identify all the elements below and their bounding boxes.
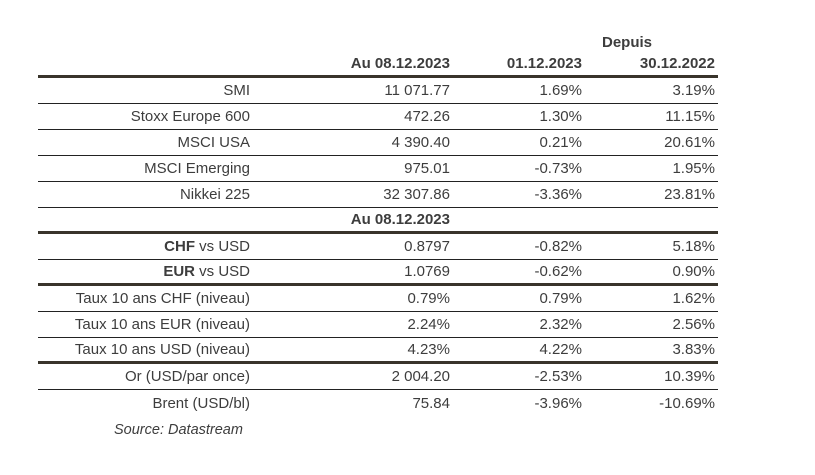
- row-value: 4.23%: [407, 341, 450, 358]
- row-value: 2 004.20: [391, 368, 450, 385]
- row-value: 11.15%: [665, 108, 715, 125]
- row-value: 4 390.40: [391, 134, 450, 151]
- table-row: Taux 10 ans CHF (niveau) 0.79% 0.79% 1.6…: [38, 286, 718, 312]
- row-label: Nikkei 225: [179, 186, 250, 203]
- row-label-cell: Taux 10 ans EUR (niveau): [38, 316, 260, 333]
- table-row: Or (USD/par once) 2 004.20 -2.53% 10.39%: [38, 364, 718, 390]
- row-value: 0.79%: [539, 290, 582, 307]
- row-label-bold: EUR: [163, 263, 195, 280]
- table-row: Taux 10 ans USD (niveau) 4.23% 4.22% 3.8…: [38, 338, 718, 364]
- column-header-au-date: Au 08.12.2023: [350, 55, 450, 72]
- row-label-cell: MSCI Emerging: [38, 160, 260, 177]
- row-value: 10.39%: [664, 368, 715, 385]
- row-value: 23.81%: [664, 186, 715, 203]
- row-value: 4.22%: [539, 341, 582, 358]
- row-value: 0.90%: [672, 263, 715, 280]
- row-label: Or (USD/par once): [124, 368, 250, 385]
- row-value: 1.30%: [539, 108, 582, 125]
- row-value: -3.36%: [534, 186, 582, 203]
- subheader-label: Au 08.12.2023: [350, 211, 450, 228]
- row-value: 0.8797: [404, 238, 450, 255]
- table-row: Nikkei 225 32 307.86 -3.36% 23.81%: [38, 182, 718, 208]
- row-label: Brent (USD/bl): [152, 394, 250, 412]
- row-label-cell: SMI: [38, 82, 260, 99]
- row-label: SMI: [223, 82, 250, 99]
- row-label: Taux 10 ans USD (niveau): [74, 341, 250, 358]
- row-label-cell: Taux 10 ans USD (niveau): [38, 341, 260, 358]
- row-value: -2.53%: [534, 368, 582, 385]
- row-value: 1.69%: [539, 82, 582, 99]
- row-label: Taux 10 ans EUR (niveau): [74, 316, 250, 333]
- table-row: Taux 10 ans EUR (niveau) 2.24% 2.32% 2.5…: [38, 312, 718, 338]
- table-subheader-row: Au 08.12.2023: [38, 208, 718, 234]
- row-value: 0.79%: [407, 290, 450, 307]
- table-row: Brent (USD/bl) 75.84 -3.96% -10.69%: [38, 390, 718, 416]
- row-value: 3.19%: [672, 82, 715, 99]
- row-value: 2.56%: [672, 316, 715, 333]
- row-value: 75.84: [412, 394, 450, 412]
- table-row: SMI 11 071.77 1.69% 3.19%: [38, 78, 718, 104]
- row-value: 20.61%: [664, 134, 715, 151]
- row-label-cell: Nikkei 225: [38, 186, 260, 203]
- row-label: Taux 10 ans CHF (niveau): [75, 290, 250, 307]
- table-body: SMI 11 071.77 1.69% 3.19% Stoxx Europe 6…: [38, 78, 718, 416]
- market-data-table: Depuis Au 08.12.2023 01.12.2023 30.12.20…: [38, 30, 718, 438]
- row-label: vs USD: [194, 263, 250, 280]
- row-value: 472.26: [404, 108, 450, 125]
- table-row: MSCI USA 4 390.40 0.21% 20.61%: [38, 130, 718, 156]
- row-value: -10.69%: [659, 394, 715, 412]
- row-label-cell: Brent (USD/bl): [38, 395, 260, 412]
- table-row: CHF vs USD 0.8797 -0.82% 5.18%: [38, 234, 718, 260]
- row-label-bold: CHF: [164, 238, 195, 255]
- column-header-since-1: 01.12.2023: [506, 55, 582, 72]
- row-value: 975.01: [404, 160, 450, 177]
- row-value: -3.96%: [534, 394, 582, 412]
- source-note: Source: Datastream: [114, 422, 243, 438]
- column-header-since-2: 30.12.2022: [639, 55, 715, 72]
- row-value: 2.32%: [539, 316, 582, 333]
- row-value: 5.18%: [672, 238, 715, 255]
- row-value: 3.83%: [672, 341, 715, 358]
- row-value: 2.24%: [407, 316, 450, 333]
- row-label-cell: Taux 10 ans CHF (niveau): [38, 290, 260, 307]
- table-row: MSCI Emerging 975.01 -0.73% 1.95%: [38, 156, 718, 182]
- row-value: -0.62%: [534, 263, 582, 280]
- depuis-group-label: Depuis: [601, 34, 652, 51]
- table-row: EUR vs USD 1.0769 -0.62% 0.90%: [38, 260, 718, 286]
- row-label: vs USD: [194, 238, 250, 255]
- row-label: MSCI USA: [177, 134, 250, 151]
- row-value: 0.21%: [539, 134, 582, 151]
- row-value: -0.73%: [534, 160, 582, 177]
- row-value: 32 307.86: [383, 186, 450, 203]
- row-label-cell: Stoxx Europe 600: [38, 108, 260, 125]
- row-value: 11 071.77: [384, 82, 450, 99]
- row-label: MSCI Emerging: [144, 160, 250, 177]
- row-label-cell: CHF vs USD: [38, 238, 260, 255]
- row-label-cell: Or (USD/par once): [38, 368, 260, 385]
- row-value: -0.82%: [534, 238, 582, 255]
- row-label-cell: EUR vs USD: [38, 263, 260, 280]
- row-value: 1.0769: [404, 263, 450, 280]
- row-label-cell: MSCI USA: [38, 134, 260, 151]
- depuis-group-header-row: Depuis: [38, 30, 718, 52]
- row-value: 1.62%: [672, 290, 715, 307]
- table-row: Stoxx Europe 600 472.26 1.30% 11.15%: [38, 104, 718, 130]
- column-header-row: Au 08.12.2023 01.12.2023 30.12.2022: [38, 52, 718, 78]
- row-label: Stoxx Europe 600: [130, 108, 250, 125]
- row-value: 1.95%: [672, 160, 715, 177]
